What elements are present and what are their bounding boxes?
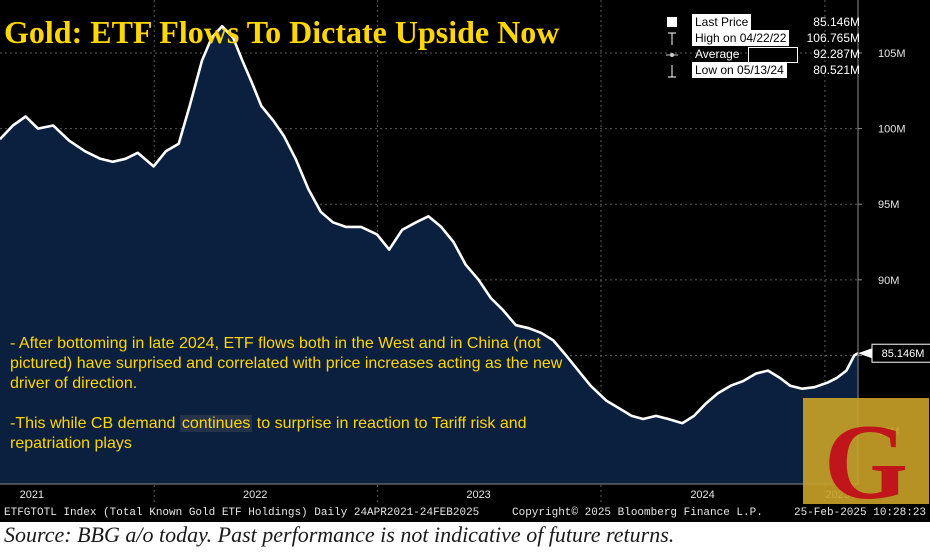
footer-copyright: Copyright© 2025 Bloomberg Finance L.P. bbox=[512, 507, 763, 519]
legend-value: 85.146M bbox=[813, 15, 860, 29]
chart-panel: 80M90M95M100M105M2021202220232024202585.… bbox=[0, 0, 930, 522]
footer-timestamp: 25-Feb-2025 10:28:23 bbox=[794, 507, 927, 519]
chart-footer: ETFGTOTL Index (Total Known Gold ETF Hol… bbox=[0, 504, 930, 522]
legend-row-high: High on 04/22/22 106.765M bbox=[664, 30, 860, 46]
legend-label: Low on 05/13/24 bbox=[692, 62, 787, 78]
last-value-label: 85.146M bbox=[882, 348, 925, 360]
legend-label: High on 04/22/22 bbox=[692, 30, 790, 46]
legend-row-last-price: Last Price 85.146M bbox=[664, 14, 860, 30]
annotation-paragraph-2: -This while CB demand continues to surpr… bbox=[10, 414, 570, 454]
annotation-text-part: to surprise in reaction to Tariff risk a… bbox=[10, 415, 527, 452]
y-tick-label: 95M bbox=[878, 199, 899, 211]
g-logo: G bbox=[803, 398, 929, 504]
series-line bbox=[0, 24, 859, 425]
logo-letter: G bbox=[824, 403, 908, 504]
series-area bbox=[0, 26, 858, 484]
legend-value: 80.521M bbox=[813, 63, 860, 77]
x-tick-label: 2022 bbox=[243, 489, 267, 501]
annotation-text: - After bottoming in late 2024, ETF flow… bbox=[10, 334, 570, 454]
legend-value: 92.287M bbox=[813, 47, 860, 61]
last-value-pointer bbox=[858, 348, 872, 359]
source-note: Source: BBG a/o today. Past performance … bbox=[4, 522, 675, 547]
legend-row-average: Average 92.287M bbox=[664, 46, 860, 63]
footer-index: ETFGTOTL Index (Total Known Gold ETF Hol… bbox=[4, 507, 480, 519]
legend: Last Price 85.146M High on 04/22/22 106.… bbox=[664, 14, 860, 80]
legend-bar-icon bbox=[666, 64, 676, 78]
annotation-paragraph-1: - After bottoming in late 2024, ETF flow… bbox=[10, 335, 563, 392]
x-tick-label: 2021 bbox=[20, 489, 44, 501]
legend-value: 106.765M bbox=[806, 31, 860, 45]
y-tick-label: 100M bbox=[878, 124, 906, 136]
legend-row-low: Low on 05/13/24 80.521M bbox=[664, 62, 860, 78]
legend-box-icon bbox=[666, 16, 677, 28]
annotation-text-part: -This while CB demand bbox=[10, 415, 180, 432]
legend-redaction-box bbox=[748, 47, 798, 63]
legend-bar-icon bbox=[666, 32, 676, 45]
chart-title: Gold: ETF Flows To Dictate Upside Now bbox=[4, 14, 560, 50]
y-tick-label: 105M bbox=[878, 48, 906, 60]
x-tick-label: 2024 bbox=[690, 489, 714, 501]
legend-label: Last Price bbox=[692, 14, 752, 30]
legend-label: Average bbox=[695, 47, 740, 61]
x-tick-label: 2023 bbox=[466, 489, 490, 501]
annotation-highlight: continues bbox=[179, 415, 253, 432]
legend-dot-icon bbox=[666, 48, 678, 60]
y-tick-label: 90M bbox=[878, 275, 899, 287]
